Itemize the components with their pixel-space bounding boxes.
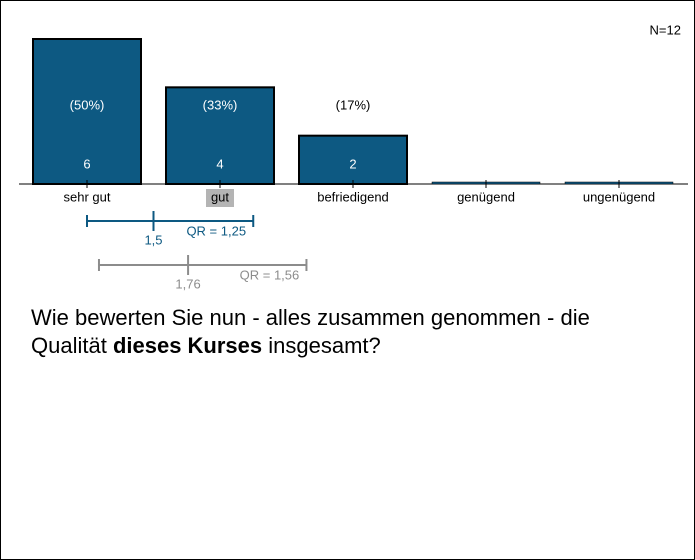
x-tick-label: sehr gut: [64, 189, 111, 204]
question-text: insgesamt?: [262, 333, 381, 358]
question-emphasis: dieses Kurses: [112, 333, 263, 358]
qr-label: QR = 1,25: [186, 223, 246, 238]
median-label: 1,76: [175, 276, 200, 291]
percent-label: (17%): [336, 97, 371, 112]
question-text: Wie bewerten Sie nun - alles zusammen ge…: [31, 305, 590, 358]
x-tick-label: gut: [211, 189, 229, 204]
bar: [165, 86, 275, 185]
percent-label: (50%): [70, 97, 105, 112]
question: Wie bewerten Sie nun - alles zusammen ge…: [31, 304, 671, 360]
highlight: [206, 189, 234, 207]
median-label: 1,5: [144, 232, 162, 247]
bar: [32, 38, 142, 185]
annotation: N=12: [650, 22, 681, 37]
count-label: 4: [216, 156, 223, 171]
count-label: 6: [83, 156, 90, 171]
x-tick-label: befriedigend: [317, 189, 389, 204]
x-tick-label: ungenügend: [583, 189, 655, 204]
chart: N=12 sehr gut 6 (50%) gut 4 (33%) befriedigend…: [19, 22, 688, 291]
percent-label: (33%): [203, 97, 238, 112]
x-tick-label: genügend: [457, 189, 515, 204]
count-label: 2: [349, 156, 356, 171]
qr-label: QR = 1,56: [240, 267, 300, 282]
